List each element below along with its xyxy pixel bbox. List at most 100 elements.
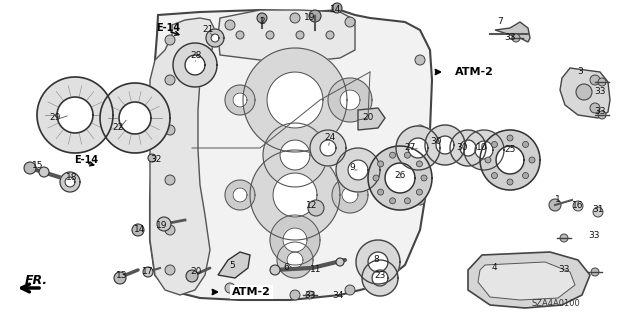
Text: 27: 27: [404, 144, 416, 152]
Text: 26: 26: [394, 170, 406, 180]
Polygon shape: [358, 108, 385, 130]
Text: 33: 33: [595, 108, 605, 116]
Circle shape: [415, 125, 425, 135]
Circle shape: [492, 173, 497, 179]
Circle shape: [417, 189, 422, 195]
Text: 19: 19: [156, 220, 168, 229]
Polygon shape: [368, 252, 388, 272]
Polygon shape: [320, 140, 336, 156]
Text: 24: 24: [324, 133, 335, 143]
Circle shape: [336, 258, 344, 266]
Polygon shape: [37, 77, 113, 153]
Polygon shape: [218, 252, 250, 278]
Text: 25: 25: [504, 145, 516, 154]
Text: 33: 33: [304, 292, 316, 300]
Circle shape: [165, 125, 175, 135]
Circle shape: [165, 225, 175, 235]
Polygon shape: [495, 22, 530, 42]
Text: 30: 30: [456, 144, 468, 152]
Text: 14: 14: [330, 5, 342, 14]
Text: 12: 12: [307, 201, 317, 210]
Polygon shape: [287, 252, 303, 268]
Polygon shape: [342, 187, 358, 203]
Polygon shape: [328, 78, 372, 122]
Text: 1: 1: [555, 196, 561, 204]
Polygon shape: [336, 148, 380, 192]
Text: E-14: E-14: [74, 155, 98, 165]
Polygon shape: [270, 215, 320, 265]
Text: 18: 18: [67, 174, 77, 182]
Polygon shape: [408, 138, 428, 158]
Circle shape: [591, 268, 599, 276]
Polygon shape: [396, 126, 440, 170]
Polygon shape: [362, 260, 398, 296]
Circle shape: [507, 135, 513, 141]
Circle shape: [270, 265, 280, 275]
Circle shape: [576, 84, 592, 100]
Circle shape: [39, 167, 49, 177]
Polygon shape: [348, 160, 368, 180]
Polygon shape: [356, 240, 400, 284]
Circle shape: [132, 224, 144, 236]
Circle shape: [345, 285, 355, 295]
Circle shape: [404, 152, 410, 158]
Circle shape: [236, 31, 244, 39]
Polygon shape: [280, 140, 310, 170]
Polygon shape: [243, 48, 347, 152]
Polygon shape: [65, 177, 75, 187]
Circle shape: [507, 179, 513, 185]
Polygon shape: [475, 141, 493, 159]
Circle shape: [266, 31, 274, 39]
Polygon shape: [100, 83, 170, 153]
Polygon shape: [173, 43, 217, 87]
Polygon shape: [560, 68, 610, 118]
Circle shape: [593, 207, 603, 217]
Polygon shape: [283, 228, 307, 252]
Polygon shape: [368, 146, 432, 210]
Circle shape: [590, 103, 600, 113]
Circle shape: [165, 265, 175, 275]
Polygon shape: [206, 29, 224, 47]
Text: 16: 16: [572, 201, 584, 210]
Circle shape: [522, 141, 529, 147]
Circle shape: [549, 199, 561, 211]
Text: 10: 10: [476, 144, 488, 152]
Polygon shape: [436, 136, 454, 154]
Polygon shape: [233, 188, 247, 202]
Text: SZA4A0100: SZA4A0100: [532, 300, 580, 308]
Text: 9: 9: [349, 164, 355, 173]
Circle shape: [225, 283, 235, 293]
Text: 2: 2: [259, 18, 265, 26]
Circle shape: [143, 267, 153, 277]
Text: 21: 21: [202, 26, 214, 34]
Circle shape: [165, 35, 175, 45]
Polygon shape: [340, 90, 360, 110]
Circle shape: [309, 10, 321, 22]
Polygon shape: [211, 34, 219, 42]
Circle shape: [290, 290, 300, 300]
Circle shape: [529, 157, 535, 163]
Text: ATM-2: ATM-2: [232, 287, 271, 297]
Polygon shape: [218, 10, 355, 62]
Circle shape: [512, 34, 520, 42]
Circle shape: [345, 17, 355, 27]
Circle shape: [332, 3, 342, 13]
Circle shape: [306, 291, 314, 299]
Text: 14: 14: [134, 226, 146, 234]
Polygon shape: [310, 130, 346, 166]
Polygon shape: [150, 10, 432, 300]
Text: 32: 32: [150, 155, 162, 165]
Polygon shape: [263, 123, 327, 187]
Text: 30: 30: [430, 137, 442, 146]
Polygon shape: [496, 146, 524, 174]
Text: 33: 33: [558, 265, 570, 275]
Circle shape: [598, 78, 606, 86]
Circle shape: [378, 189, 383, 195]
Circle shape: [296, 31, 304, 39]
Circle shape: [157, 217, 171, 231]
Circle shape: [165, 75, 175, 85]
Text: 20: 20: [190, 268, 202, 277]
Circle shape: [417, 161, 422, 167]
Polygon shape: [332, 177, 368, 213]
Text: 3: 3: [577, 68, 583, 77]
